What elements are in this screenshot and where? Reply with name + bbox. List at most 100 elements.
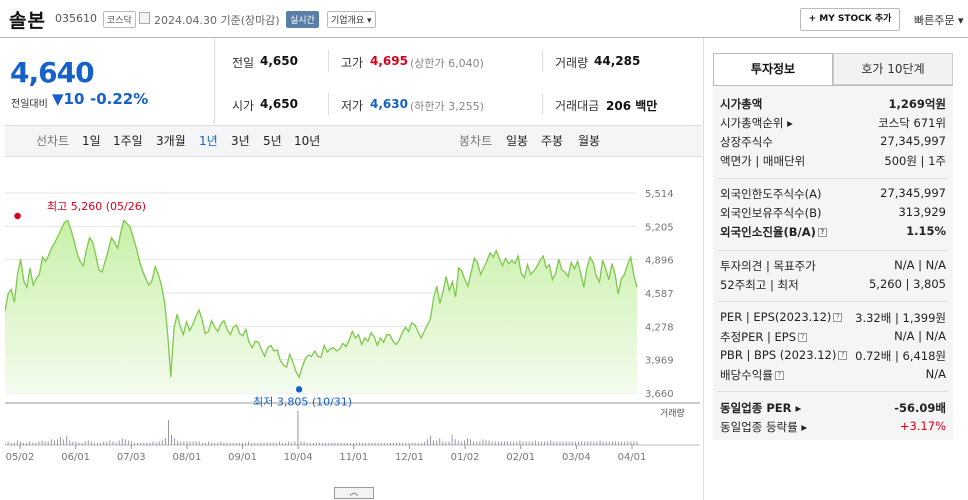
line-chart-label[interactable]: 선차트 (36, 134, 70, 148)
invest-row: 동일업종 PER ▸ -56.09배 (720, 400, 946, 419)
quick-order-button[interactable]: 빠른주문 ▾ (914, 14, 964, 27)
volume-bar (103, 441, 105, 445)
invest-row-value: 0.72배 | 6,418원 (855, 349, 946, 363)
invest-row-label: 액면가 | 매매단위 (720, 154, 806, 168)
volume-bar (35, 442, 37, 445)
prev-close-label: 전일 (232, 56, 255, 70)
volume-bar (5, 442, 6, 445)
invest-row: 외국인소진율(B/A)? 1.15% (720, 224, 946, 243)
invest-row-label: 52주최고 | 최저 (720, 278, 799, 292)
help-icon[interactable]: ? (817, 228, 827, 237)
invest-row-label[interactable]: 동일업종 PER ▸ (720, 401, 802, 415)
volume-bar (282, 442, 283, 445)
volume-bar (550, 440, 552, 445)
volume-bar (238, 442, 240, 445)
volume-bar (26, 442, 28, 445)
volume-bar (368, 442, 370, 445)
volume-bar (445, 441, 447, 445)
candle-chart-label[interactable]: 봉차트 (459, 134, 493, 148)
company-overview-button[interactable]: 기업개요 ▾ (327, 11, 376, 28)
volume-bar (29, 441, 31, 445)
volume-bar (346, 442, 348, 445)
volume-bar (405, 442, 407, 445)
price-summary (0, 38, 215, 124)
volume-bar (556, 441, 558, 445)
help-icon[interactable]: ? (833, 313, 843, 322)
candle-daily[interactable]: 일봉 (506, 134, 529, 148)
volume-bar (174, 438, 176, 445)
volume-bar (584, 441, 586, 445)
volume-bar (109, 440, 111, 445)
volume-bar (186, 441, 188, 445)
period-5y[interactable]: 5년 (263, 134, 282, 148)
volume-bar (349, 442, 351, 445)
volume-bar (571, 441, 573, 445)
volume-bar (257, 442, 259, 445)
invest-info-body (713, 85, 953, 440)
divider (328, 50, 329, 72)
volume-bar (491, 441, 493, 445)
min-price-label: 최저 3,805 (10/31) (253, 395, 352, 408)
price-chart[interactable]: 5,514 5,205 4,896 4,587 4,278 3,969 3,660 05/0… (5, 175, 700, 480)
volume-bar (115, 442, 117, 445)
volume-bar (359, 442, 361, 445)
invest-row-label: 투자의견 | 목표주가 (720, 259, 816, 273)
volume-bar (81, 442, 83, 445)
x-tick-label: 09/01 (228, 452, 257, 463)
period-3m[interactable]: 3개월 (156, 134, 186, 148)
section-divider (718, 391, 948, 392)
help-icon[interactable]: ? (838, 351, 848, 360)
change-value: ▼10 (52, 90, 85, 108)
period-1y[interactable]: 1년 (199, 134, 218, 148)
candle-monthly[interactable]: 월봉 (578, 134, 601, 148)
volume-bar (636, 441, 638, 445)
volume-bar (220, 441, 222, 445)
volume-bar (618, 441, 620, 445)
invest-row-label: 추정PER | EPS? (720, 329, 808, 345)
invest-row-value: 1,269억원 (888, 97, 946, 111)
help-icon[interactable]: ? (774, 371, 784, 380)
invest-row-label: 시가총액 (720, 97, 763, 111)
invest-row: 상장주식수 27,345,997 (720, 134, 946, 153)
period-1d[interactable]: 1일 (82, 134, 101, 148)
realtime-button[interactable]: 실시간 (286, 11, 319, 28)
volume-bar (164, 438, 166, 445)
volume-bar (306, 442, 308, 445)
help-icon[interactable]: ? (798, 333, 808, 342)
invest-row-label[interactable]: 동일업종 등락률 ▸ (720, 420, 808, 434)
tab-invest-info[interactable]: 투자정보 (713, 53, 833, 85)
volume-bar (396, 442, 398, 445)
prev-day-label: 전일대비 (11, 99, 48, 110)
volume-bar (60, 437, 61, 445)
volume-bar (16, 440, 18, 445)
section-divider (718, 250, 948, 251)
period-10y[interactable]: 10년 (294, 134, 321, 148)
volume-bar (602, 441, 604, 445)
volume-bar (100, 442, 102, 445)
invest-row: 52주최고 | 최저 5,260 | 3,805 (720, 277, 946, 296)
volume-bar (10, 442, 12, 445)
invest-row-label: 외국인소진율(B/A)? (720, 224, 827, 240)
volume-bar (75, 441, 77, 445)
volume-bar (294, 441, 296, 445)
volume-bar (13, 442, 15, 445)
invest-row-value: 3.32배 | 1,399원 (855, 311, 946, 325)
volume-bar (615, 441, 616, 445)
volume-bar (633, 441, 635, 445)
add-my-stock-button[interactable]: + MY STOCK 추가 (800, 8, 900, 31)
tab-order-book[interactable]: 호가 10단계 (833, 53, 953, 85)
volume-bar (482, 439, 484, 445)
invest-row-label[interactable]: 시가총액순위 ▸ (720, 116, 793, 130)
volume-bar (152, 441, 154, 445)
period-3y[interactable]: 3년 (231, 134, 250, 148)
invest-row-label: PBR | BPS (2023.12)? (720, 348, 848, 362)
invest-row: 외국인한도주식수(A) 27,345,997 (720, 186, 946, 205)
volume-bar (513, 441, 515, 445)
candle-weekly[interactable]: 주봉 (541, 134, 564, 148)
volume-bar (473, 441, 475, 445)
x-tick-label: 08/01 (172, 452, 201, 463)
volume-bar (510, 441, 512, 445)
period-1w[interactable]: 1주일 (113, 134, 143, 148)
collapse-handle[interactable]: ︿ (334, 487, 374, 499)
invest-row-value: 27,345,997 (880, 134, 946, 148)
